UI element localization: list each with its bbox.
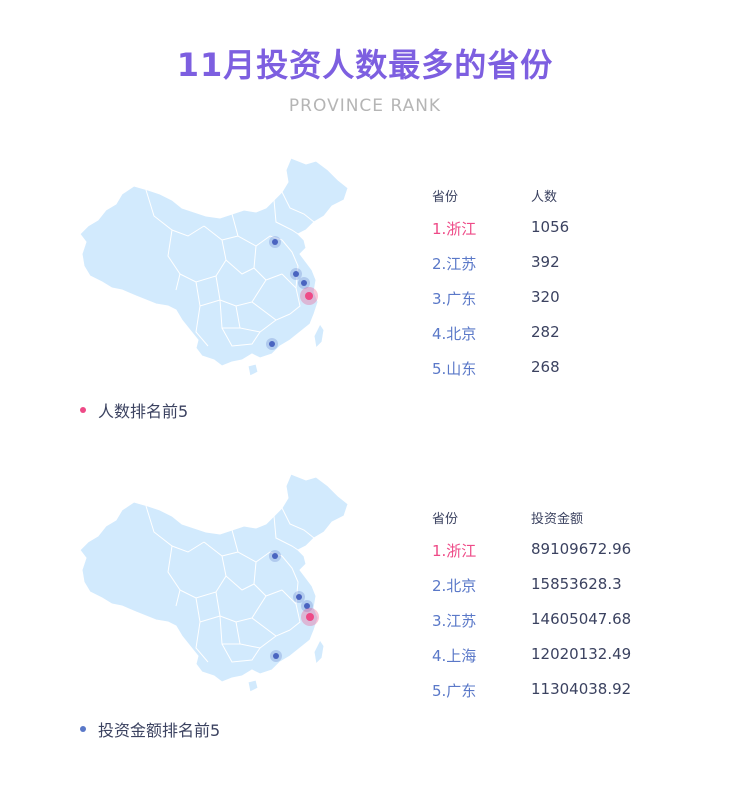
- table-row: 4.上海 12020132.49: [432, 645, 631, 680]
- legend-label: 投资金额排名前5: [98, 721, 221, 740]
- china-map-people: [79, 157, 349, 377]
- column-header-value: 人数: [531, 190, 558, 205]
- page-subtitle: PROVINCE RANK: [288, 96, 442, 116]
- map-marker-shanghai: [301, 600, 313, 612]
- table-row: 3.广东 320: [432, 288, 569, 323]
- map-markers: [269, 550, 319, 662]
- table-row: 5.山东 268: [432, 358, 569, 393]
- map-marker-jiangsu: [298, 277, 310, 289]
- map-marker-guangdong: [266, 338, 278, 350]
- row-province: 4.上海: [432, 647, 477, 665]
- row-province: 2.江苏: [432, 255, 477, 273]
- column-header-province: 省份: [432, 512, 459, 527]
- row-province: 3.广东: [432, 290, 477, 308]
- table-row: 1.浙江 1056: [432, 218, 569, 253]
- page-title: 11月投资人数最多的省份: [176, 46, 554, 84]
- map-marker-beijing: [269, 236, 281, 248]
- table-row: 3.江苏 14605047.68: [432, 610, 631, 645]
- column-header-province: 省份: [432, 190, 459, 205]
- legend-dot: [80, 407, 86, 413]
- row-value: 1056: [531, 218, 570, 236]
- row-value: 11304038.92: [531, 680, 632, 698]
- row-province: 2.北京: [432, 577, 477, 595]
- legend-label: 人数排名前5: [98, 402, 189, 421]
- row-province: 3.江苏: [432, 612, 477, 630]
- table-header: 省份 人数: [432, 186, 569, 218]
- rank-table-people: 省份 人数 1.浙江 1056 2.江苏 392 3.广东 320 4.北京 282 5…: [432, 186, 569, 393]
- table-row: 1.浙江 89109672.96: [432, 540, 631, 575]
- map-marker-beijing: [269, 550, 281, 562]
- legend-people: 人数排名前5: [80, 398, 188, 422]
- row-value: 282: [531, 323, 560, 341]
- row-value: 268: [531, 358, 560, 376]
- column-header-value: 投资金额: [531, 512, 584, 527]
- map-marker-shandong: [290, 268, 302, 280]
- row-province: 1.浙江: [432, 220, 477, 238]
- row-province: 4.北京: [432, 325, 477, 343]
- row-value: 89109672.96: [531, 540, 632, 558]
- legend-dot: [80, 726, 86, 732]
- map-markers: [266, 236, 318, 350]
- table-row: 5.广东 11304038.92: [432, 680, 631, 715]
- china-map-amount: [79, 473, 349, 693]
- row-value: 320: [531, 288, 560, 306]
- row-province: 5.广东: [432, 682, 477, 700]
- row-value: 392: [531, 253, 560, 271]
- map-marker-guangdong: [270, 650, 282, 662]
- table-row: 2.北京 15853628.3: [432, 575, 631, 610]
- legend-amount: 投资金额排名前5: [80, 717, 220, 741]
- row-province: 5.山东: [432, 360, 477, 378]
- row-value: 14605047.68: [531, 610, 632, 628]
- row-value: 15853628.3: [531, 575, 622, 593]
- table-row: 2.江苏 392: [432, 253, 569, 288]
- rank-table-amount: 省份 投资金额 1.浙江 89109672.96 2.北京 15853628.3 3…: [432, 508, 631, 715]
- map-marker-zhejiang: [301, 608, 319, 626]
- row-province: 1.浙江: [432, 542, 477, 560]
- row-value: 12020132.49: [531, 645, 632, 663]
- map-marker-zhejiang: [300, 287, 318, 305]
- table-header: 省份 投资金额: [432, 508, 631, 540]
- map-marker-jiangsu: [293, 591, 305, 603]
- table-row: 4.北京 282: [432, 323, 569, 358]
